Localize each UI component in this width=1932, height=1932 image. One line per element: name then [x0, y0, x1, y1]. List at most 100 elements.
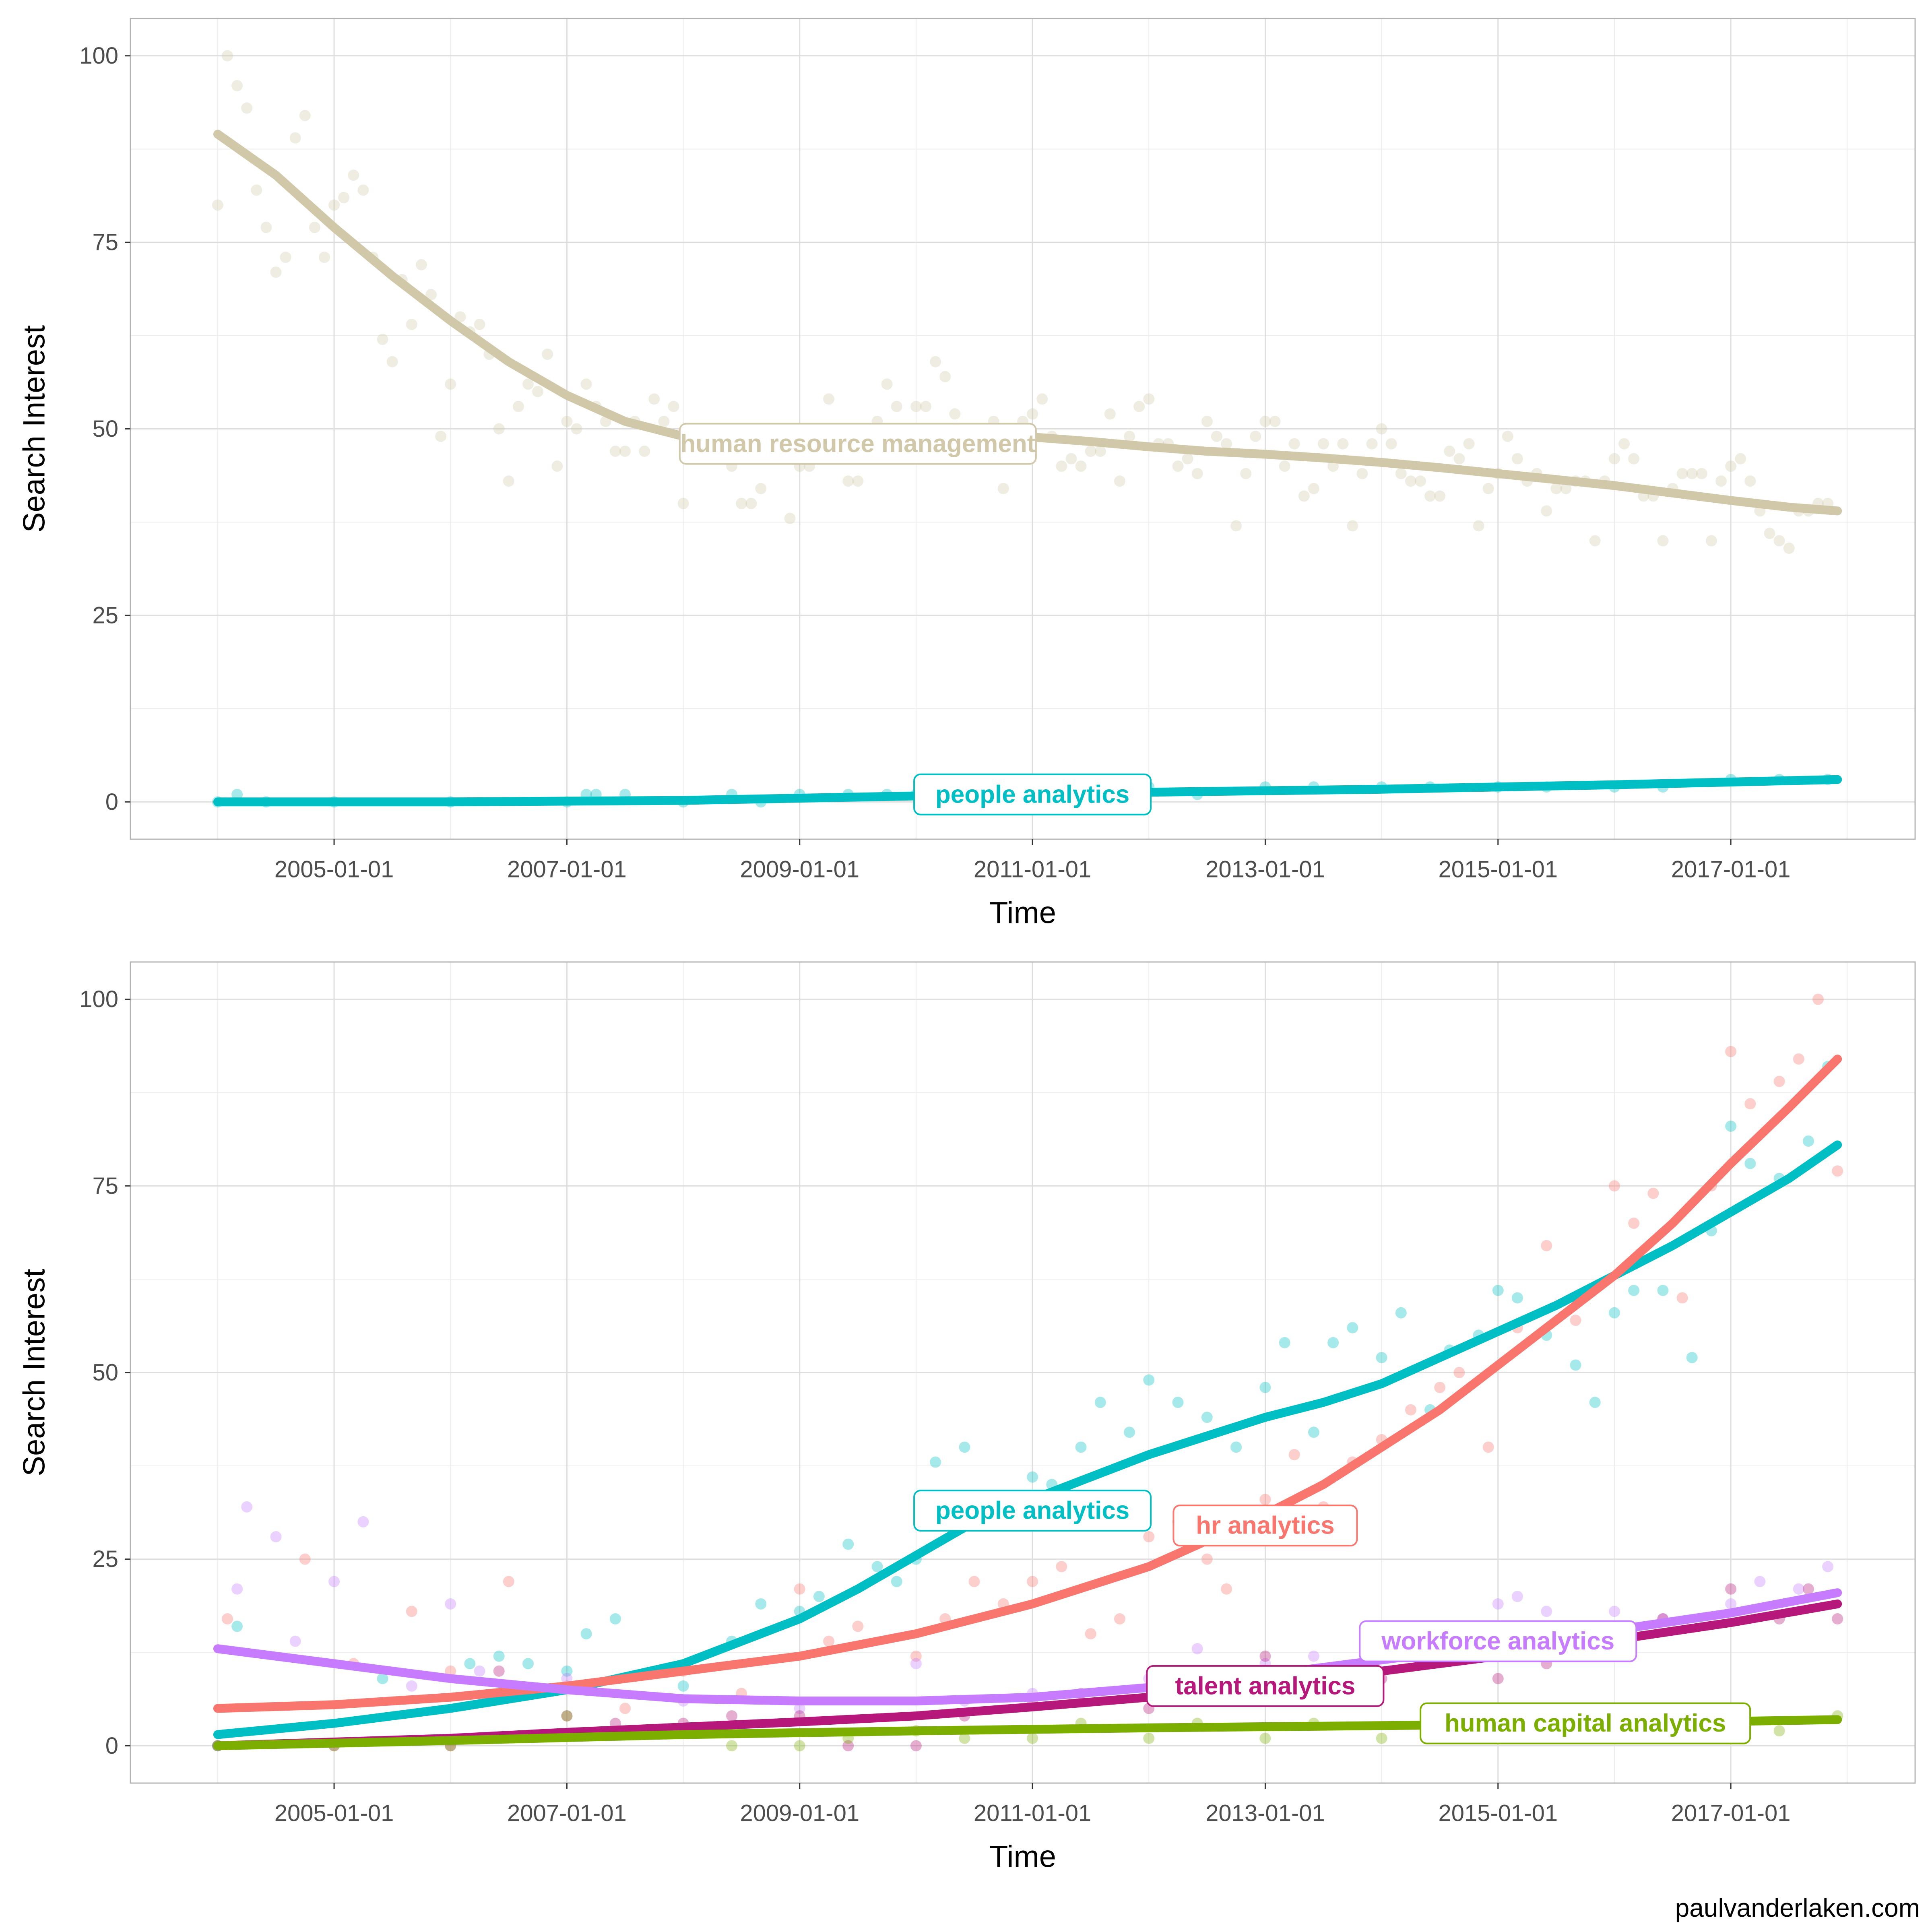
data-point	[1318, 438, 1329, 450]
data-point	[493, 423, 505, 435]
data-point	[251, 184, 262, 196]
data-point	[1027, 408, 1038, 420]
data-point	[260, 222, 272, 233]
data-point	[1822, 1561, 1834, 1573]
data-point	[1744, 1098, 1756, 1110]
data-point	[1405, 1404, 1416, 1416]
data-point	[1657, 535, 1669, 547]
x-tick-label: 2005-01-01	[275, 857, 394, 883]
data-point	[1259, 1494, 1271, 1505]
data-point	[1259, 415, 1271, 427]
data-point	[348, 169, 359, 181]
data-point	[406, 1606, 417, 1617]
data-point	[386, 356, 398, 367]
data-point	[1143, 393, 1155, 405]
data-point	[1453, 1367, 1465, 1378]
data-point	[1482, 1441, 1494, 1453]
data-point	[1541, 505, 1552, 517]
data-point	[920, 400, 932, 412]
data-point	[1376, 423, 1387, 435]
data-point	[968, 1576, 980, 1587]
series-label-text: workforce analytics	[1381, 1627, 1614, 1655]
series-label-talent-analytics: talent analytics	[1146, 1665, 1385, 1707]
data-point	[1221, 438, 1232, 450]
data-point	[1065, 453, 1077, 464]
gridlines	[130, 962, 1915, 1783]
data-point	[1259, 1732, 1271, 1744]
data-point	[1385, 438, 1397, 450]
data-point	[1308, 483, 1319, 494]
data-point	[1094, 1397, 1106, 1408]
data-point	[532, 386, 544, 397]
data-point	[1676, 468, 1688, 479]
series-label-text: talent analytics	[1175, 1672, 1355, 1700]
data-point	[1541, 1240, 1552, 1251]
data-point	[1288, 1449, 1300, 1460]
series-label-box	[1359, 1620, 1637, 1662]
y-tick-label: 50	[92, 1360, 118, 1386]
data-point	[842, 475, 854, 487]
data-point	[221, 1613, 233, 1624]
data-point	[231, 1620, 243, 1632]
data-point	[1269, 415, 1281, 427]
data-point	[1832, 1165, 1843, 1177]
data-point	[1705, 535, 1717, 547]
data-point	[1405, 475, 1416, 487]
data-point	[299, 109, 311, 121]
data-point	[1589, 1397, 1601, 1408]
data-point	[1036, 393, 1048, 405]
data-point	[1783, 543, 1795, 554]
data-point	[871, 1561, 883, 1573]
data-point	[1308, 1426, 1319, 1438]
data-point	[445, 1598, 456, 1610]
x-tick-label: 2011-01-01	[974, 857, 1091, 883]
data-point	[1230, 1441, 1242, 1453]
data-point	[1686, 468, 1698, 479]
data-point	[1143, 1732, 1155, 1744]
data-point	[1356, 468, 1368, 479]
data-point	[639, 446, 650, 457]
data-point	[1075, 460, 1087, 472]
data-point	[745, 497, 757, 509]
data-point	[1444, 446, 1455, 457]
axes: 0 25 50 75 100 2005-01-01 2007-01-01 2009-01-01…	[79, 43, 1790, 882]
data-point	[328, 1576, 340, 1587]
data-point	[1230, 520, 1242, 532]
data-point	[1492, 1598, 1504, 1610]
x-tick-label: 2007-01-01	[507, 1800, 627, 1827]
data-point	[445, 378, 456, 390]
data-point	[1725, 460, 1737, 472]
data-point	[1628, 1218, 1640, 1229]
x-axis-title: Time	[989, 1840, 1056, 1874]
data-point	[1511, 1292, 1523, 1304]
data-point	[1511, 1591, 1523, 1602]
data-point	[1172, 460, 1184, 472]
data-point	[619, 446, 631, 457]
data-point	[1570, 1359, 1581, 1371]
data-point	[1657, 1285, 1669, 1296]
series-label-hr-analytics: hr analytics	[1172, 1505, 1358, 1547]
data-point	[1298, 490, 1310, 502]
x-tick-label: 2017-01-01	[1671, 857, 1791, 883]
data-point	[609, 446, 621, 457]
y-tick-label: 75	[92, 229, 118, 256]
data-point	[493, 1650, 505, 1662]
data-point	[1764, 528, 1775, 539]
data-point	[241, 102, 253, 114]
data-point	[503, 475, 514, 487]
data-point	[425, 289, 437, 300]
data-point	[1793, 1053, 1804, 1065]
y-axis-title: Search Interest	[17, 1269, 52, 1476]
data-point	[1492, 1285, 1504, 1296]
series-label-text: people analytics	[935, 780, 1129, 808]
data-point	[309, 222, 320, 233]
data-point	[784, 512, 796, 524]
data-point	[910, 1740, 922, 1752]
series-label-text: hr analytics	[1196, 1512, 1335, 1540]
data-point	[1221, 1583, 1232, 1595]
x-axis-title: Time	[989, 896, 1056, 930]
data-point	[522, 1658, 534, 1670]
series-label-people-analytics: people analytics	[913, 773, 1152, 815]
data-point	[318, 252, 330, 263]
data-point	[1424, 490, 1436, 502]
